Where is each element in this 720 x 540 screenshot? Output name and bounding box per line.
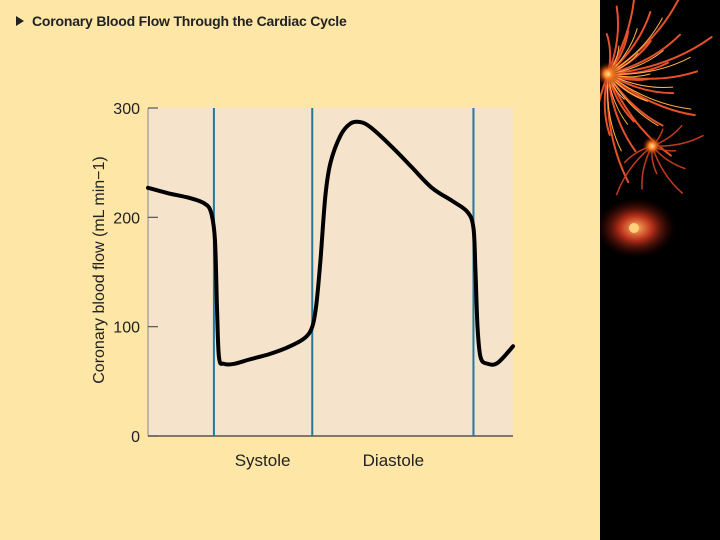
phase-labels: Systole Diastole <box>235 451 424 470</box>
phase-label-systole: Systole <box>235 451 291 470</box>
phase-lines <box>212 108 475 436</box>
coronary-flow-line <box>146 119 515 367</box>
chart: 0 100 200 300 Systole Diastole Coronary bloo… <box>91 101 515 470</box>
slide-panel: Coronary Blood Flow Through the Cardiac … <box>0 0 600 540</box>
phase-label-diastole: Diastole <box>363 451 424 470</box>
fireworks-panel <box>600 0 720 540</box>
y-tick-label: 300 <box>113 101 140 118</box>
chart-title: Coronary Blood Flow Through the Cardiac … <box>32 13 347 29</box>
y-tick-label: 200 <box>113 210 140 227</box>
triangle-bullet-icon <box>16 16 24 26</box>
y-axis-label: Coronary blood flow (mL min−1) <box>91 156 108 384</box>
y-ticks: 0 100 200 300 <box>113 101 158 446</box>
y-tick-label: 0 <box>131 429 140 446</box>
y-tick-label: 100 <box>113 320 140 337</box>
fireworks-decoration-icon <box>600 0 713 258</box>
series-group <box>146 119 515 367</box>
slide-title-row: Coronary Blood Flow Through the Cardiac … <box>16 11 347 31</box>
